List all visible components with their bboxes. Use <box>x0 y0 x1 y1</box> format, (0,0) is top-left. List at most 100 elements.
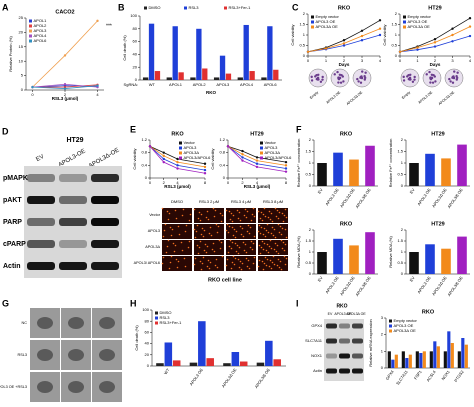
cell-dot <box>187 246 190 249</box>
y-tick-label: 20 <box>19 29 24 34</box>
cell-dot <box>282 241 285 244</box>
colony <box>336 70 339 74</box>
cell-dot <box>198 246 201 249</box>
cell-dot <box>279 260 282 263</box>
x-tick-label: APOL3Δ OE <box>431 275 448 296</box>
colony <box>338 73 342 77</box>
legend-swatch <box>224 6 227 10</box>
x-tick-label: APOL3/6 OE <box>354 187 372 209</box>
cell-dot <box>216 231 219 234</box>
bar <box>433 341 437 368</box>
x-tick-label: GPX4 <box>384 369 395 381</box>
cell-dot <box>185 224 188 227</box>
cell-dot <box>214 209 217 212</box>
colony <box>455 74 458 78</box>
cell-dot <box>260 226 263 229</box>
y-tick-label: 1 <box>401 249 404 254</box>
cell-dot <box>181 249 184 252</box>
cell-dot <box>249 226 252 229</box>
y-axis-label: Relative Protein (%) <box>8 36 13 72</box>
cell-dot <box>188 240 191 243</box>
blot-band <box>91 174 119 182</box>
panel-letter: E <box>130 124 136 134</box>
chart-title: RKO <box>340 221 353 227</box>
cell-dot <box>221 214 224 217</box>
cell-dot <box>170 255 173 258</box>
x-axis-label: Days <box>339 62 350 67</box>
cell-dot <box>195 230 198 233</box>
bar <box>172 26 178 81</box>
cell-dot <box>241 262 244 265</box>
cell-dot <box>266 243 269 246</box>
y-tick-label: 40 <box>133 51 138 56</box>
cell-dot <box>193 263 196 266</box>
x-tick-label: 2 <box>434 58 437 63</box>
cell-dot <box>164 223 167 226</box>
y-tick-label: 40 <box>145 341 150 346</box>
cell-dot <box>267 216 270 219</box>
cell-dot <box>264 235 267 238</box>
y-tick-label: 0 <box>381 365 384 370</box>
cell-dot <box>285 216 288 219</box>
legend-swatch <box>311 25 314 29</box>
x-tick-label: APOL3 OE <box>188 367 204 386</box>
grid-row: APOL3 <box>148 229 160 233</box>
blot-band <box>27 196 55 204</box>
colony <box>406 75 409 78</box>
cell-dot <box>201 262 204 265</box>
chart-title: RKO <box>338 5 351 11</box>
x-tick-label: APOL3Δ OE <box>339 187 356 208</box>
cell-dot <box>261 260 264 263</box>
cell-dot <box>263 242 266 245</box>
point <box>284 170 288 173</box>
y-tick-label: 25 <box>19 15 24 20</box>
cell-dot <box>176 266 179 269</box>
y-tick-label: 15 <box>19 44 24 49</box>
series-line <box>227 146 287 169</box>
y-axis-label: Cell death (%) <box>122 35 127 61</box>
legend-swatch <box>184 6 187 10</box>
grid-row: APOL3Δ <box>145 245 160 249</box>
blot-row: pAKT <box>3 197 22 204</box>
bar <box>422 351 426 368</box>
cell-dot <box>264 215 267 218</box>
cell-dot <box>235 230 238 233</box>
series-line <box>149 146 206 168</box>
cell-dot <box>250 219 253 222</box>
y-tick-label: 0 <box>303 53 306 58</box>
y-tick-label: 5 <box>21 73 24 78</box>
colony <box>402 79 406 82</box>
legend-swatch <box>403 25 406 29</box>
legend-swatch <box>179 141 182 145</box>
bar <box>447 331 451 368</box>
blot-band <box>352 323 363 329</box>
cell-dot <box>180 241 183 244</box>
cell-dot <box>284 263 287 266</box>
x-tick-label: 8 <box>204 180 207 185</box>
legend-swatch <box>260 146 263 150</box>
legend-label: APOL3 OE <box>394 323 414 328</box>
cell-dot <box>171 228 174 231</box>
cell-dot <box>201 227 204 230</box>
cell-dot <box>271 220 274 223</box>
point <box>416 48 419 51</box>
bar <box>265 340 273 366</box>
cell-dot <box>259 217 262 220</box>
colony <box>451 76 454 79</box>
cell-dot <box>264 256 267 259</box>
legend-label: Empty vector <box>316 14 340 19</box>
cell-dot <box>175 258 178 261</box>
cell-dot <box>206 245 209 248</box>
cell-dot <box>265 229 268 232</box>
point <box>306 50 310 53</box>
x-tick-label: 2 <box>343 58 346 63</box>
blot-row: Actin <box>3 263 21 270</box>
cell-dot <box>273 228 276 231</box>
cell-dot <box>200 213 203 216</box>
cell-dot <box>247 224 250 227</box>
cell-dot <box>237 252 240 255</box>
cell-dot <box>208 232 211 235</box>
point <box>284 160 288 164</box>
cell-dot <box>258 244 261 247</box>
legend-swatch <box>260 151 263 155</box>
